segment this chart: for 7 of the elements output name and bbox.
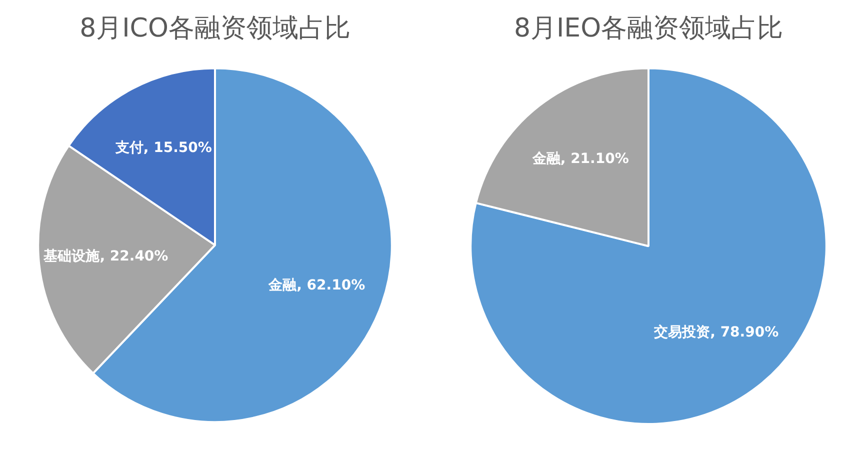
- chart-title: 8月IEO各融资领域占比: [514, 13, 784, 44]
- chart-title: 8月ICO各融资领域占比: [80, 13, 350, 44]
- slice-label: 交易投资, 78.90%: [653, 324, 779, 341]
- slice-label: 支付, 15.50%: [114, 140, 212, 156]
- slice-label: 金融, 62.10%: [268, 277, 366, 294]
- slice-label: 金融, 21.10%: [531, 150, 629, 167]
- slice-label: 基础设施, 22.40%: [42, 248, 168, 264]
